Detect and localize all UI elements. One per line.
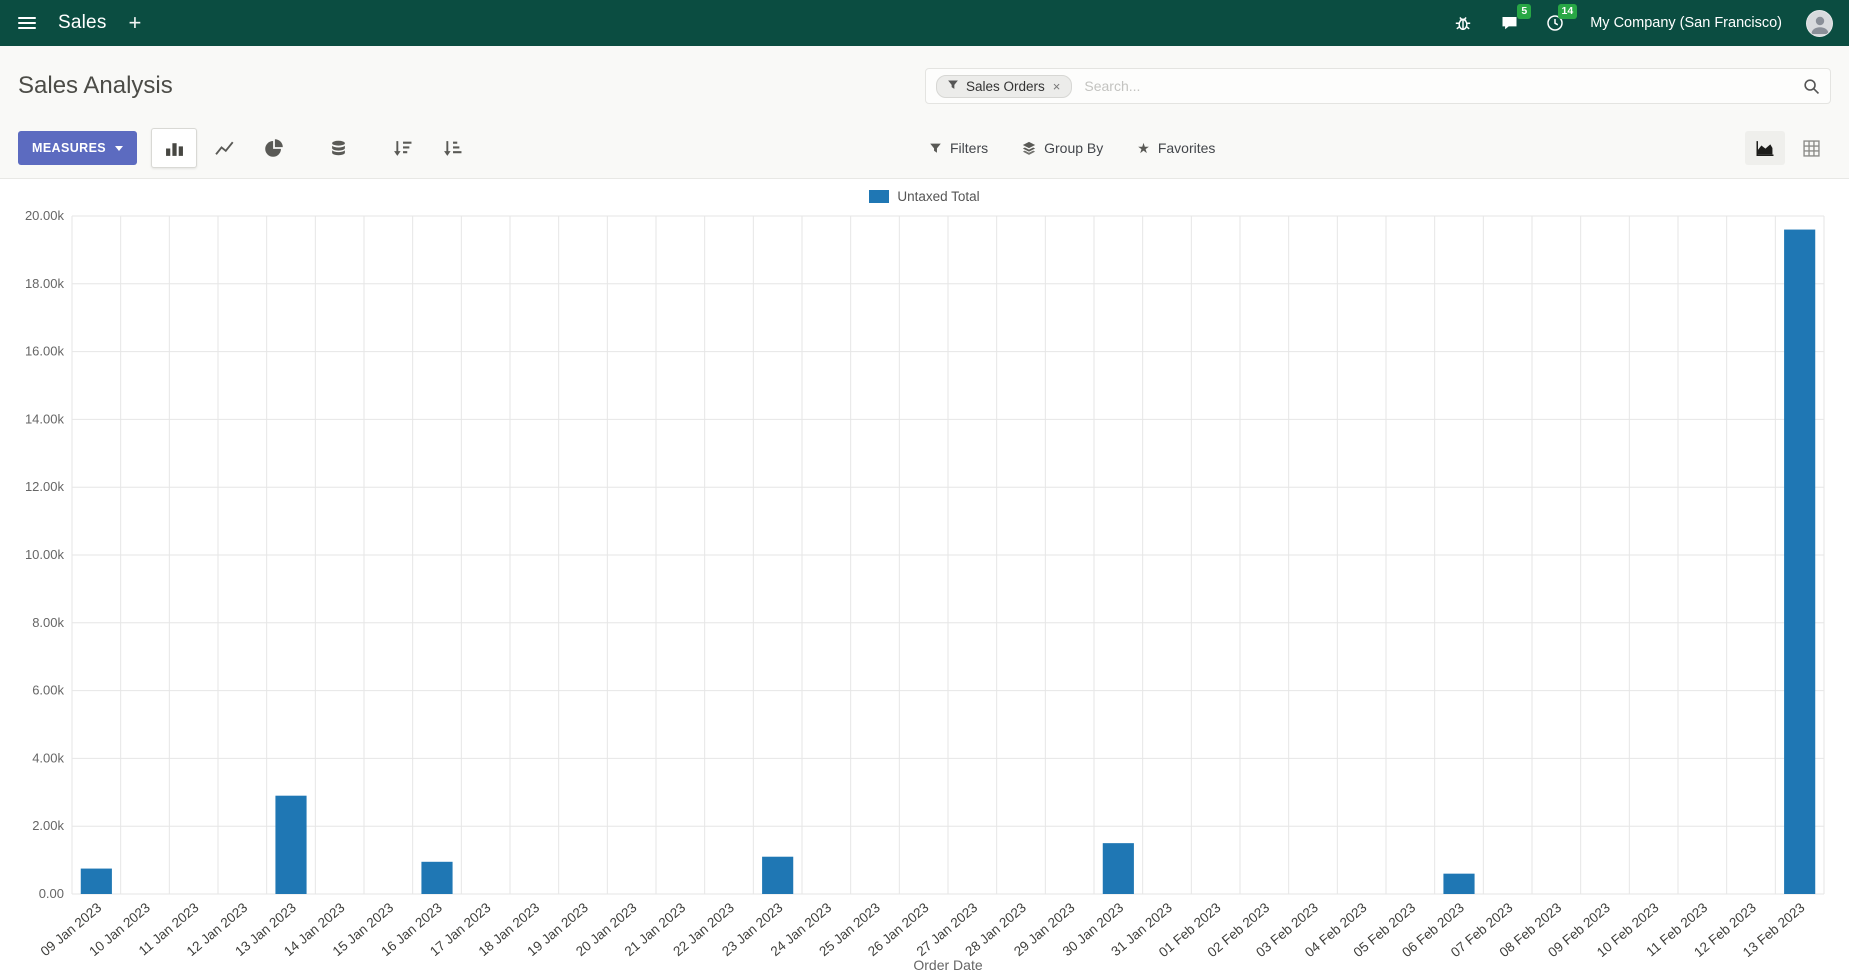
y-tick-label: 0.00 xyxy=(39,886,64,901)
star-icon: ★ xyxy=(1137,139,1150,156)
search-bar[interactable]: Sales Orders × xyxy=(925,68,1831,105)
messages-icon[interactable]: 5 xyxy=(1498,4,1532,34)
facet-remove-icon[interactable]: × xyxy=(1052,78,1061,94)
user-avatar[interactable] xyxy=(1806,9,1833,37)
x-axis-label: Order Date xyxy=(913,957,982,973)
y-tick-label: 16.00k xyxy=(25,344,65,359)
search-options: Filters Group By ★ Favorites xyxy=(925,131,1831,166)
y-tick-label: 4.00k xyxy=(32,751,64,766)
top-navbar: Sales + 5 14 My Company (San Francisco) xyxy=(0,0,1849,46)
legend-untaxed-total[interactable]: Untaxed Total xyxy=(14,189,1835,204)
activities-clock-icon[interactable]: 14 xyxy=(1544,4,1578,34)
person-icon xyxy=(1811,16,1828,34)
filters-label: Filters xyxy=(950,140,989,157)
measures-button[interactable]: MEASURES xyxy=(18,131,138,166)
bar[interactable] xyxy=(762,856,794,895)
bar[interactable] xyxy=(421,861,453,895)
pie-chart-button[interactable] xyxy=(251,128,297,168)
y-tick-label: 14.00k xyxy=(25,412,65,427)
line-chart-button[interactable] xyxy=(201,128,247,168)
chevron-down-icon xyxy=(115,145,124,151)
facet-label: Sales Orders xyxy=(966,78,1045,94)
control-panel: Sales Analysis Sales Orders × MEASURES xyxy=(0,46,1849,180)
bar-chart-button[interactable] xyxy=(151,128,198,169)
search-facet-sales-orders[interactable]: Sales Orders × xyxy=(936,74,1073,98)
y-tick-label: 2.00k xyxy=(32,818,64,833)
bar[interactable] xyxy=(1784,229,1816,895)
measures-label: MEASURES xyxy=(32,141,107,156)
bar[interactable] xyxy=(80,868,112,895)
chart-svg: 0.00 2.00k 4.00k 6.00k 8.00k 10.00k 12.00k 14.0… xyxy=(25,208,1825,973)
plus-icon[interactable]: + xyxy=(128,10,142,35)
layers-icon xyxy=(1022,141,1036,155)
y-tick-label: 8.00k xyxy=(32,615,64,630)
navbar-left: Sales + xyxy=(16,12,143,34)
bar[interactable] xyxy=(1443,873,1475,895)
legend-label: Untaxed Total xyxy=(897,189,980,205)
group-by-button[interactable]: Group By xyxy=(1018,134,1107,162)
stacked-toggle-button[interactable] xyxy=(315,128,361,168)
apps-menu-icon[interactable] xyxy=(16,13,38,33)
debug-bug-icon[interactable] xyxy=(1452,12,1474,34)
app-name[interactable]: Sales xyxy=(58,12,107,33)
bar-chart[interactable]: 0.00 2.00k 4.00k 6.00k 8.00k 10.00k 12.00k 14.0… xyxy=(14,206,1835,978)
pivot-view-button[interactable] xyxy=(1791,131,1831,165)
graph-controls: MEASURES xyxy=(18,128,925,169)
y-tick-label: 10.00k xyxy=(25,547,65,562)
chart-area: Untaxed Total 0.00 2.00k 4.00k 6.00k 8.00k 10… xyxy=(0,179,1849,978)
y-tick-label: 12.00k xyxy=(25,479,65,494)
filter-funnel-icon xyxy=(929,142,942,155)
bar[interactable] xyxy=(1102,843,1134,895)
company-switcher[interactable]: My Company (San Francisco) xyxy=(1590,15,1782,31)
graph-view-button[interactable] xyxy=(1745,131,1785,166)
legend-swatch xyxy=(869,190,890,204)
messages-badge: 5 xyxy=(1517,4,1532,20)
bar[interactable] xyxy=(275,795,307,895)
sort-ascending-button[interactable] xyxy=(429,128,475,168)
search-magnifier-icon[interactable] xyxy=(1803,78,1820,95)
filters-button[interactable]: Filters xyxy=(925,134,992,162)
favorites-label: Favorites xyxy=(1157,140,1216,157)
chart-type-switcher xyxy=(151,128,475,169)
favorites-button[interactable]: ★ Favorites xyxy=(1133,134,1219,163)
y-tick-label: 20.00k xyxy=(25,208,65,223)
systray: 5 14 My Company (San Francisco) xyxy=(1452,4,1833,37)
sort-descending-button[interactable] xyxy=(379,128,425,168)
y-tick-label: 6.00k xyxy=(32,683,64,698)
filter-funnel-icon xyxy=(947,79,959,94)
activities-badge: 14 xyxy=(1557,4,1578,20)
y-tick-label: 18.00k xyxy=(25,276,65,291)
search-input[interactable] xyxy=(1082,77,1793,96)
view-switcher xyxy=(1745,131,1831,166)
page-title: Sales Analysis xyxy=(18,72,173,100)
group-by-label: Group By xyxy=(1044,140,1104,157)
